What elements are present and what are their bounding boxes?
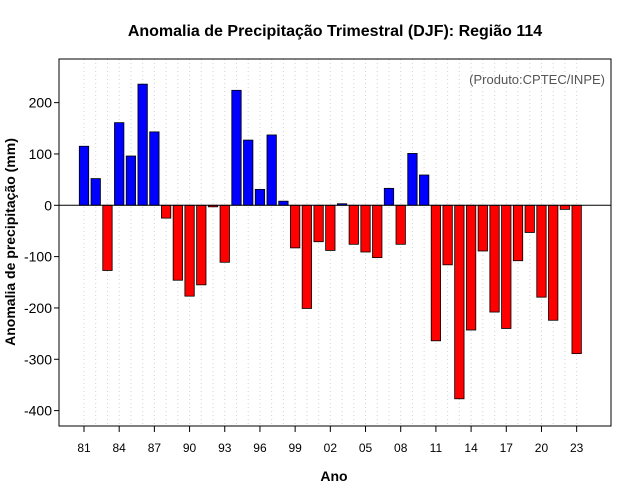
bar-2002 xyxy=(325,204,336,251)
bar-1986 xyxy=(137,83,148,206)
bar-2019 xyxy=(524,204,535,233)
bar-1987 xyxy=(149,131,160,206)
bar-1990 xyxy=(184,204,195,297)
bar-1997 xyxy=(266,134,277,206)
bar-1993 xyxy=(219,204,230,263)
ytick-label--200: -200 xyxy=(24,300,52,316)
bar-1999 xyxy=(290,204,301,249)
bar-2008 xyxy=(395,204,406,245)
xtick-label-1999: 99 xyxy=(288,441,302,455)
bar-1989 xyxy=(172,204,183,281)
bar-2014 xyxy=(465,204,477,331)
y-axis-label: Anomalia de precipitação (mm) xyxy=(2,138,18,346)
bar-2007 xyxy=(383,187,395,206)
xtick-label-2020: 20 xyxy=(535,441,549,455)
x-axis: 81 84 87 90 93 96 99 02 05 08 11 14 17 20 23 xyxy=(77,426,584,455)
bar-1996 xyxy=(254,188,266,206)
xtick-label-2017: 17 xyxy=(500,441,514,455)
xtick-label-1984: 84 xyxy=(113,441,127,455)
xtick-label-1987: 87 xyxy=(148,441,162,455)
bar-1998 xyxy=(278,200,289,206)
bar-1988 xyxy=(161,204,172,219)
x-axis-label: Ano xyxy=(320,468,347,484)
bar-2013 xyxy=(454,204,465,400)
bar-2015 xyxy=(477,204,488,252)
plot-frame xyxy=(58,58,612,427)
bar-2021 xyxy=(548,204,559,321)
bar-2017 xyxy=(501,204,512,329)
bar-1985 xyxy=(125,155,137,206)
xtick-label-2002: 02 xyxy=(324,441,338,455)
xtick-label-2005: 05 xyxy=(359,441,373,455)
xtick-label-2023: 23 xyxy=(570,441,584,455)
ytick-label-0: 0 xyxy=(44,197,52,213)
bar-2012 xyxy=(442,204,453,266)
bar-1994 xyxy=(231,89,242,206)
bar-2000 xyxy=(301,204,312,309)
bar-2016 xyxy=(489,204,500,313)
xtick-label-1990: 90 xyxy=(183,441,197,455)
bar-2010 xyxy=(419,174,430,206)
bar-1984 xyxy=(114,122,125,206)
source-annotation: (Produto:CPTEC/INPE) xyxy=(469,72,605,87)
bar-1981 xyxy=(78,145,90,206)
bar-2023 xyxy=(571,204,582,355)
xtick-label-1993: 93 xyxy=(218,441,232,455)
bar-1983 xyxy=(102,204,113,271)
bar-2020 xyxy=(536,204,547,298)
bar-2005 xyxy=(360,204,371,253)
chart-title: Anomalia de Precipitação Trimestral (DJF… xyxy=(128,23,542,40)
bar-2001 xyxy=(313,204,324,243)
bar-1982 xyxy=(90,178,101,206)
ytick-label-100: 100 xyxy=(29,146,53,162)
bars xyxy=(78,83,582,400)
xtick-label-1981: 81 xyxy=(77,441,91,455)
bar-1991 xyxy=(196,204,207,286)
y-axis: -400 -300 -200 -100 0 100 200 xyxy=(24,95,59,419)
bar-2004 xyxy=(348,204,359,245)
bar-2009 xyxy=(407,153,418,206)
xtick-label-2011: 11 xyxy=(430,441,443,455)
ytick-label-200: 200 xyxy=(29,95,53,111)
bar-1995 xyxy=(243,139,254,206)
xtick-label-1996: 96 xyxy=(253,441,267,455)
xtick-label-2008: 08 xyxy=(394,441,408,455)
bar-2011 xyxy=(430,204,442,342)
ytick-label--100: -100 xyxy=(24,249,52,265)
bar-2018 xyxy=(512,204,524,262)
ytick-label--300: -300 xyxy=(24,351,52,367)
bar-2022 xyxy=(559,204,571,210)
xtick-label-2014: 14 xyxy=(464,441,478,455)
ytick-label--400: -400 xyxy=(24,403,52,419)
bar-2006 xyxy=(372,204,383,259)
